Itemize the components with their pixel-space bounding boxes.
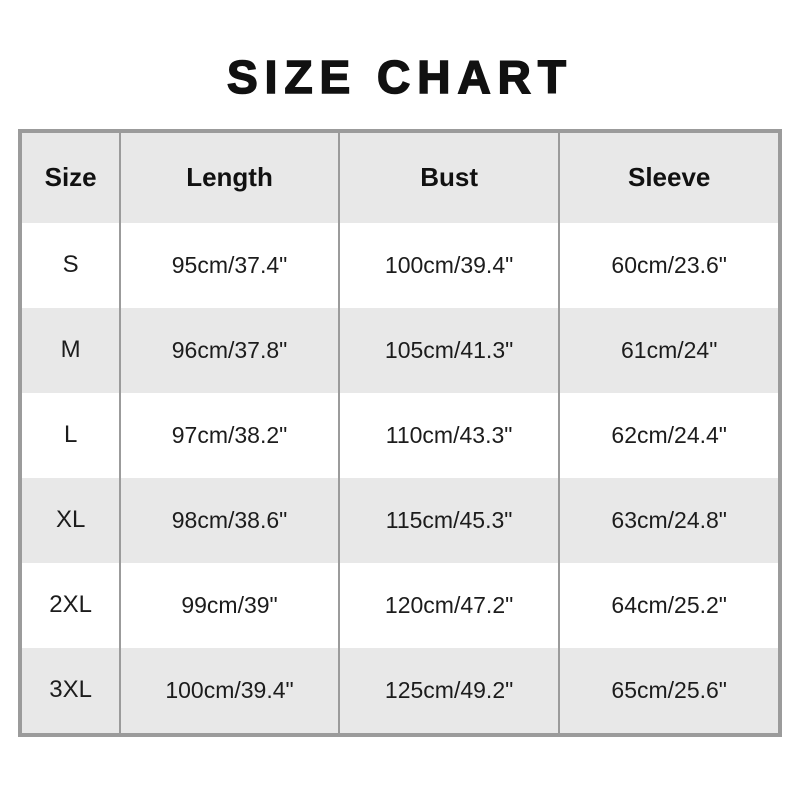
- column-header-size: Size: [20, 130, 121, 223]
- length-cell: 98cm/38.6": [119, 477, 339, 563]
- sleeve-cell: 62cm/24.4": [558, 392, 780, 478]
- size-label-cell: M: [20, 307, 121, 393]
- table-row-xl: XL 98cm/38.6" 115cm/45.3" 63cm/24.8": [20, 477, 780, 563]
- table-row-l: L 97cm/38.2" 110cm/43.3" 62cm/24.4": [20, 392, 780, 478]
- sleeve-cell: 65cm/25.6": [558, 647, 780, 735]
- size-label-cell: 3XL: [20, 647, 121, 735]
- bust-cell: 100cm/39.4": [337, 222, 560, 308]
- bust-cell: 110cm/43.3": [337, 392, 560, 478]
- column-header-length: Length: [119, 130, 339, 223]
- page-title: SIZE CHART: [226, 51, 573, 103]
- table-header-row: Size Length Bust Sleeve: [20, 130, 780, 223]
- table-row-m: M 96cm/37.8" 105cm/41.3" 61cm/24": [20, 307, 780, 393]
- sleeve-cell: 60cm/23.6": [558, 222, 780, 308]
- bust-cell: 105cm/41.3": [337, 307, 560, 393]
- sleeve-cell: 63cm/24.8": [558, 477, 780, 563]
- table-row-s: S 95cm/37.4" 100cm/39.4" 60cm/23.6": [20, 222, 780, 308]
- length-cell: 97cm/38.2": [119, 392, 339, 478]
- column-header-sleeve: Sleeve: [558, 130, 780, 223]
- sleeve-cell: 61cm/24": [558, 307, 780, 393]
- length-cell: 100cm/39.4": [119, 647, 339, 735]
- table-row-2xl: 2XL 99cm/39" 120cm/47.2" 64cm/25.2": [20, 562, 780, 648]
- length-cell: 96cm/37.8": [119, 307, 339, 393]
- length-cell: 99cm/39": [119, 562, 339, 648]
- bust-cell: 120cm/47.2": [337, 562, 560, 648]
- sleeve-cell: 64cm/25.2": [558, 562, 780, 648]
- length-cell: 95cm/37.4": [119, 222, 339, 308]
- size-label-cell: L: [20, 392, 121, 478]
- size-label-cell: S: [20, 222, 121, 308]
- table-row-3xl: 3XL 100cm/39.4" 125cm/49.2" 65cm/25.6": [20, 647, 780, 735]
- size-label-cell: 2XL: [20, 562, 121, 648]
- size-chart-table: Size Length Bust Sleeve S 95cm/37.4" 100…: [18, 128, 782, 737]
- column-header-bust: Bust: [337, 130, 560, 223]
- size-label-cell: XL: [20, 477, 121, 563]
- bust-cell: 125cm/49.2": [337, 647, 560, 735]
- bust-cell: 115cm/45.3": [337, 477, 560, 563]
